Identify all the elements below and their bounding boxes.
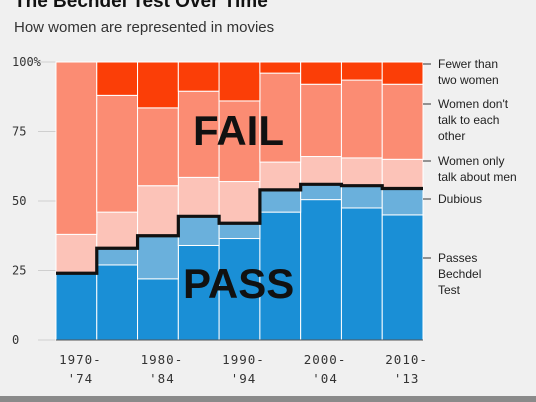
legend-label: Bechdel (438, 267, 481, 281)
legend-label: Passes (438, 251, 477, 265)
bar-segment (55, 233, 98, 274)
y-axis: 100% 75 50 25 0 (12, 55, 42, 347)
legend-label: Women don't (438, 97, 509, 111)
bar-segment (381, 83, 424, 160)
threshold-step-line (56, 182, 423, 275)
y-tick-label: 25 (12, 264, 26, 278)
x-tick-label: '94 (231, 371, 257, 386)
x-tick-label: 1970- (59, 352, 102, 367)
x-tick-label: 1980- (141, 352, 184, 367)
bar-segment (218, 100, 261, 183)
bar-segment (300, 83, 342, 158)
chart-subtitle: How women are represented in movies (14, 19, 274, 36)
bar-segment (300, 61, 342, 85)
legend-label: Dubious (438, 192, 482, 206)
legend: Fewer than two women Women don't talk to ea… (423, 57, 517, 297)
x-tick-label: 1990- (222, 352, 265, 367)
x-tick-label: '13 (394, 371, 420, 386)
legend-label: talk about men (438, 170, 517, 184)
footer-bar (0, 396, 536, 402)
bar-segment (96, 94, 139, 213)
x-axis: 1970- '74 1980- '84 1990- '94 2000- '04 2010- '13 (56, 339, 428, 386)
x-tick-label: 2010- (385, 352, 428, 367)
bar-segment (218, 61, 261, 102)
bar-segment (300, 199, 342, 341)
bar-segment (381, 187, 424, 216)
bar-stacks (55, 61, 424, 341)
bar-segment (137, 235, 179, 280)
legend-label: Fewer than (438, 57, 498, 71)
bar-segment (96, 264, 139, 341)
x-tick-label: '74 (68, 371, 94, 386)
bar-segment (340, 185, 383, 209)
bar-segment (381, 158, 424, 189)
bar-segment (177, 176, 220, 217)
bar-segment (340, 61, 383, 81)
bar-segment (340, 207, 383, 341)
annotations: FAIL PASS (183, 107, 294, 307)
legend-label: talk to each (438, 113, 499, 127)
bar-segment (96, 247, 139, 266)
bar-segment (340, 79, 383, 159)
bar-segment (137, 185, 179, 237)
bar-segment (177, 90, 220, 178)
bar-segment (177, 61, 220, 92)
fail-annotation: FAIL (193, 107, 284, 154)
bar-segment (218, 181, 261, 224)
bar-segment (96, 211, 139, 249)
bar-segment (259, 161, 302, 191)
bar-segment (381, 214, 424, 341)
bar-segment (137, 61, 179, 109)
x-tick-label: '84 (149, 371, 175, 386)
bar-segment (340, 157, 383, 187)
x-tick-label: 2000- (304, 352, 347, 367)
bar-segment (177, 215, 220, 246)
bar-segment (259, 72, 302, 163)
pass-annotation: PASS (183, 260, 294, 307)
bar-segment (300, 183, 342, 201)
legend-label: Test (438, 283, 461, 297)
bar-segment (55, 61, 98, 235)
legend-label: two women (438, 73, 499, 87)
chart-title: The Bechdel Test Over Time (14, 0, 268, 12)
legend-label: other (438, 129, 465, 143)
bar-segment (218, 222, 261, 240)
y-tick-label: 75 (12, 125, 26, 139)
bar-segment (137, 278, 179, 341)
y-tick-label: 50 (12, 194, 26, 208)
bar-segment (259, 61, 302, 74)
pass-threshold-line (56, 182, 423, 275)
x-tick-label: '04 (312, 371, 338, 386)
y-tick-label: 100% (12, 55, 42, 69)
bar-segment (259, 189, 302, 213)
legend-label: Women only (438, 154, 504, 168)
bar-segment (55, 272, 98, 341)
bar-segment (137, 107, 179, 187)
y-tick-label: 0 (12, 333, 19, 347)
bar-segment (381, 61, 424, 85)
bar-segment (300, 156, 342, 185)
bar-segment (96, 61, 139, 96)
